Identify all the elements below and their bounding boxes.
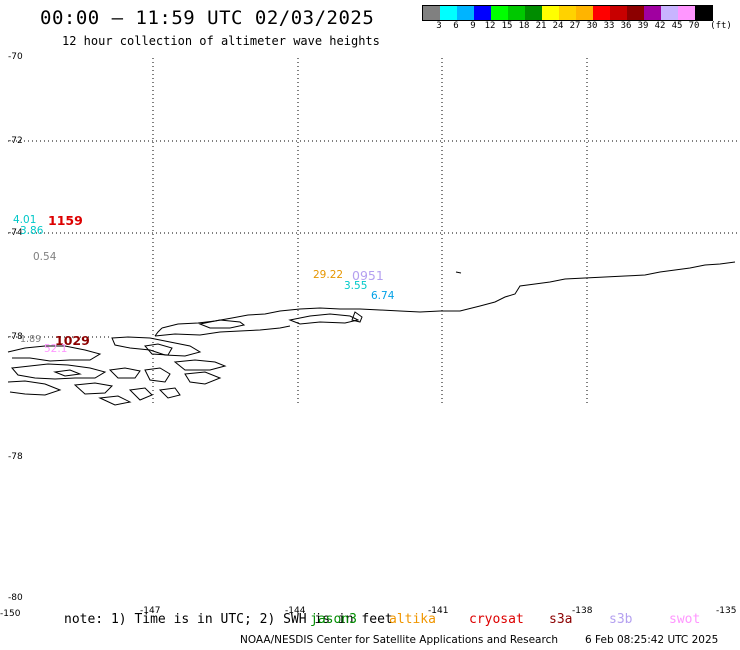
- legend-tick-label: 30: [586, 21, 598, 31]
- legend-tick-label: 15: [501, 21, 513, 31]
- legend-swatch: [593, 6, 610, 20]
- pass-time-label: 1029: [55, 333, 90, 348]
- legend-tick-label: 36: [620, 21, 632, 31]
- legend-tick-label: 42: [654, 21, 666, 31]
- legend-swatch: [610, 6, 627, 20]
- map-subtitle: 12 hour collection of altimeter wave hei…: [62, 34, 380, 48]
- swh-observation: 3.86: [20, 225, 44, 237]
- lon-label-138: -138: [572, 606, 593, 616]
- legend-tick-label: 21: [535, 21, 547, 31]
- legend-swatch: [508, 6, 525, 20]
- satellite-legend-altika: altika: [389, 612, 436, 627]
- legend-swatch: [474, 6, 491, 20]
- legend-swatch: [423, 6, 440, 20]
- coastline: [7, 261, 736, 406]
- map-title: 00:00 – 11:59 UTC 02/03/2025: [40, 7, 375, 29]
- legend-swatch: [661, 6, 678, 20]
- legend-swatch: [644, 6, 661, 20]
- legend-tick-labels: 3 6 9 12 15 18 21 24 27 30 33 36 39 42 45 70 (ft): [422, 21, 740, 35]
- lon-label-150: -150: [0, 609, 21, 619]
- lon-label-147: -147: [140, 606, 161, 616]
- legend-swatch: [627, 6, 644, 20]
- footer-note: note: 1) Time is in UTC; 2) SWH is in fe…: [64, 612, 393, 627]
- lon-label-135: -135: [716, 606, 737, 616]
- legend-tick-label: 9: [470, 21, 476, 31]
- lat-label-74: -74: [8, 228, 23, 238]
- legend-swatch: [695, 6, 712, 20]
- legend-swatch: [457, 6, 474, 20]
- credit-line: NOAA/NESDIS Center for Satellite Applica…: [240, 634, 558, 646]
- satellite-legend-jason3: jason3: [310, 612, 357, 627]
- legend-swatch: [559, 6, 576, 20]
- legend-tick-label: 27: [569, 21, 581, 31]
- legend-swatch: [576, 6, 593, 20]
- lat-label-80: -80: [8, 593, 23, 603]
- generation-timestamp: 6 Feb 08:25:42 UTC 2025: [585, 634, 719, 646]
- legend-swatch: [542, 6, 559, 20]
- legend-tick-label: 12: [484, 21, 496, 31]
- satellite-legend-cryosat: cryosat: [469, 612, 524, 627]
- swh-observation: 4.01: [13, 214, 37, 226]
- legend-swatch: [525, 6, 542, 20]
- swh-observation: 6.74: [371, 290, 395, 302]
- legend-swatch: [440, 6, 457, 20]
- legend-tick-label: 39: [637, 21, 649, 31]
- legend-tick-label: 24: [552, 21, 564, 31]
- lon-label-144: -144: [285, 606, 306, 616]
- legend-tick-label: 6: [453, 21, 459, 31]
- satellite-legend-swot: swot: [669, 612, 701, 627]
- legend-tick-label: 33: [603, 21, 615, 31]
- swh-observation: 1.89: [20, 334, 42, 345]
- satellite-legend-s3b: s3b: [609, 612, 633, 627]
- legend-tick-label: 3: [436, 21, 442, 31]
- satellite-legend-s3a: s3a: [549, 612, 573, 627]
- lat-label-78a: -78: [8, 332, 23, 342]
- grid-lines: [8, 58, 740, 405]
- legend-tick-label: 18: [518, 21, 530, 31]
- lon-label-141: -141: [428, 606, 449, 616]
- legend-tick-label: 70: [688, 21, 700, 31]
- legend-tick-label: 45: [671, 21, 683, 31]
- swh-observation: 52.1: [44, 343, 68, 355]
- pass-time-label: 1159: [48, 213, 83, 228]
- legend-unit-label: (ft): [710, 21, 732, 31]
- wave-height-color-legend: [422, 5, 713, 21]
- swh-observation: 29.22: [313, 269, 344, 281]
- legend-swatch: [491, 6, 508, 20]
- legend-swatch: [678, 6, 695, 20]
- swh-observation: 0.54: [33, 251, 57, 263]
- lat-label-78b: -78: [8, 452, 23, 462]
- pass-time-label: 0951: [352, 268, 384, 283]
- swh-observation: 3.55: [344, 280, 368, 292]
- lat-label-72: -72: [8, 136, 23, 146]
- lat-label-70: -70: [8, 52, 23, 62]
